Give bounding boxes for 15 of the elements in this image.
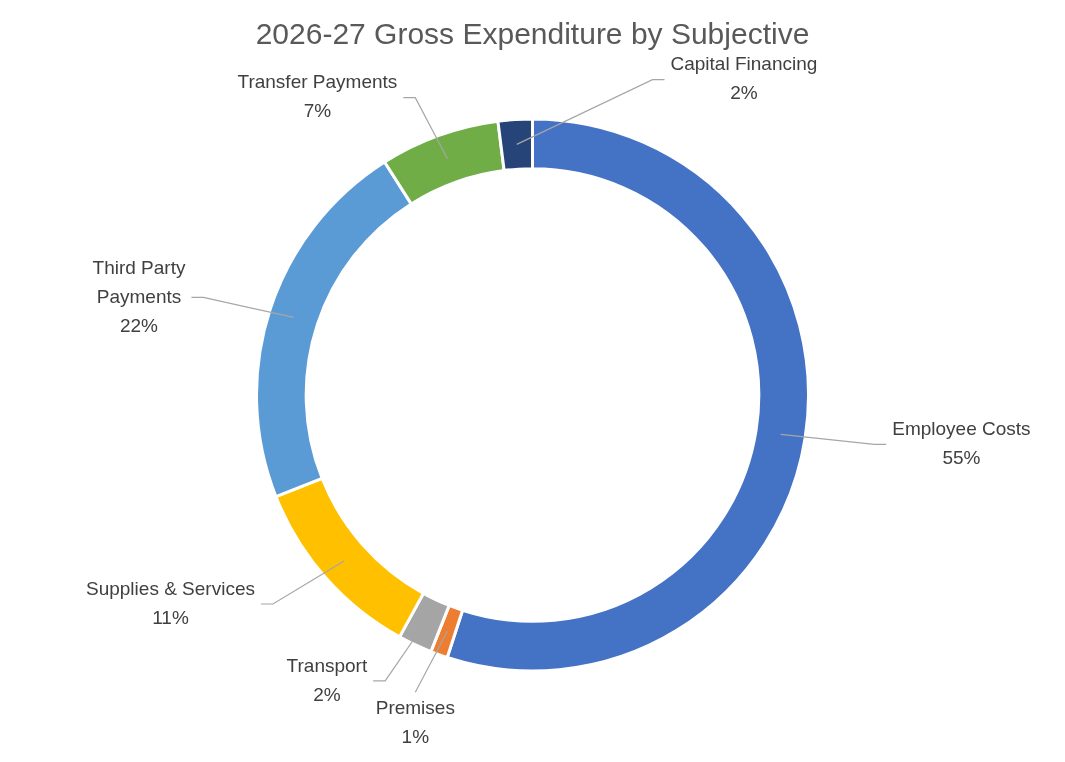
slice-label: Supplies & Services <box>85 577 255 599</box>
data-label: 2% <box>313 683 341 705</box>
chart-title: 2026-27 Gross Expenditure by Subjective <box>255 17 810 51</box>
data-label: 11% <box>152 606 189 628</box>
data-label: 2% <box>730 82 758 104</box>
data-label: 7% <box>303 100 332 122</box>
data-label: 1% <box>401 725 430 747</box>
slice-label: Employee Costs <box>892 418 1031 440</box>
slice-label: Transport <box>286 654 368 676</box>
slice-label: Transfer Payments <box>237 71 398 93</box>
slice-label: Capital Financing <box>670 53 818 75</box>
data-label: 22% <box>119 314 159 336</box>
data-label: 55% <box>942 447 981 469</box>
slice-label: Premises <box>375 696 455 718</box>
slice-label: Third Party Payments <box>92 256 186 307</box>
